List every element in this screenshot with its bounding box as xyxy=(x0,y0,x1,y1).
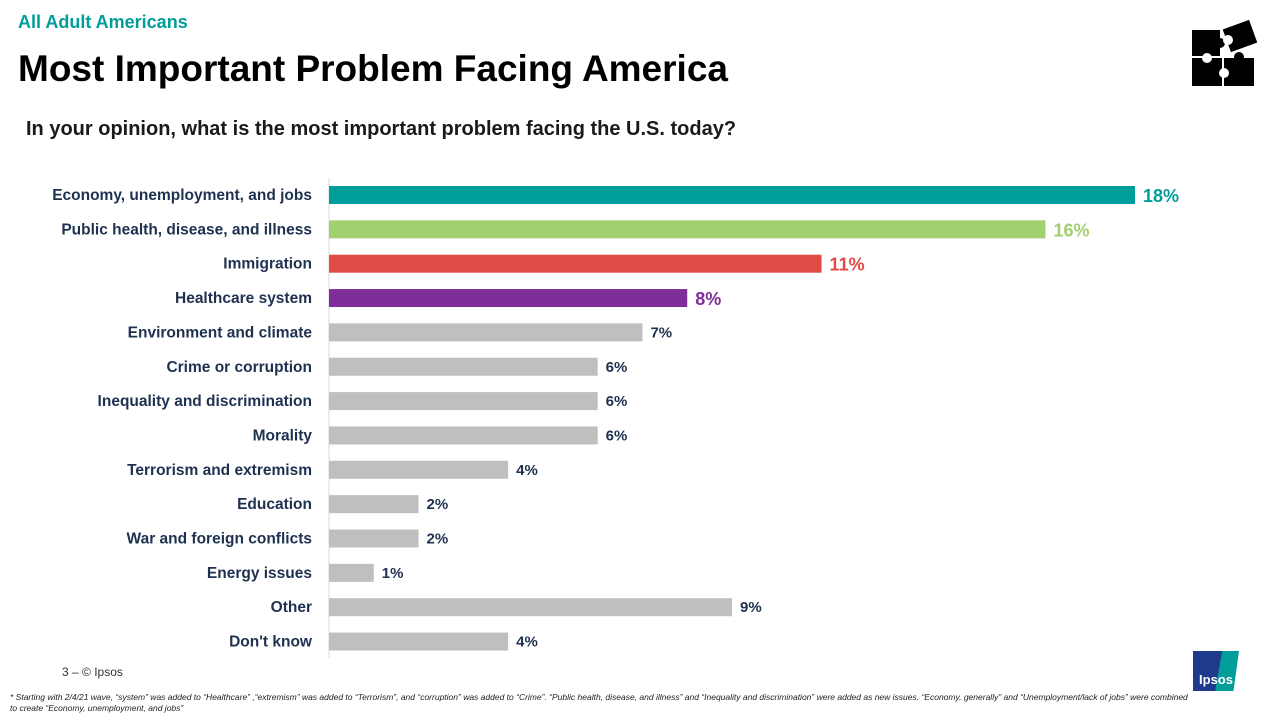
value-label: 16% xyxy=(1053,220,1089,240)
bar xyxy=(329,598,732,617)
value-label: 4% xyxy=(516,634,538,651)
category-label: Inequality and discrimination xyxy=(98,393,312,410)
bar xyxy=(329,357,598,376)
bar-chart: Economy, unemployment, and jobs 18% Public… xyxy=(52,178,1179,658)
category-label: Public health, disease, and illness xyxy=(61,221,312,238)
bar xyxy=(329,186,1135,204)
bar xyxy=(329,426,598,445)
category-label: Economy, unemployment, and jobs xyxy=(52,187,312,204)
bar xyxy=(329,529,419,548)
bar xyxy=(329,495,419,514)
bar xyxy=(329,220,1046,239)
bar xyxy=(329,323,643,342)
ipsos-logo: Ipsos xyxy=(1193,651,1239,691)
category-label: Immigration xyxy=(223,256,312,273)
bar xyxy=(329,460,509,479)
footnote: * Starting with 2/4/21 wave, “system” wa… xyxy=(10,692,1188,713)
category-label: Environment and climate xyxy=(128,324,313,341)
bar xyxy=(329,254,822,273)
question: In your opinion, what is the most import… xyxy=(26,118,737,140)
category-label: Healthcare system xyxy=(175,290,312,307)
value-label: 9% xyxy=(740,599,762,616)
value-label: 4% xyxy=(516,462,538,479)
value-label: 2% xyxy=(427,496,449,513)
bar xyxy=(329,632,509,651)
bar xyxy=(329,563,374,582)
category-label: Other xyxy=(271,599,312,616)
value-label: 6% xyxy=(606,427,628,444)
category-label: Morality xyxy=(253,427,313,444)
puzzle-pieces-icon xyxy=(1192,19,1258,86)
value-label: 11% xyxy=(830,255,865,275)
category-label: Terrorism and extremism xyxy=(127,462,312,479)
category-label: Crime or corruption xyxy=(166,359,312,376)
category-label: War and foreign conflicts xyxy=(127,531,312,548)
value-label: 7% xyxy=(650,324,672,341)
bar xyxy=(329,392,598,411)
value-label: 2% xyxy=(427,531,449,548)
value-label: 18% xyxy=(1143,186,1179,206)
value-label: 6% xyxy=(606,393,628,410)
value-label: 6% xyxy=(606,359,628,376)
category-label: Energy issues xyxy=(207,565,312,582)
bar xyxy=(329,289,688,308)
category-label: Education xyxy=(237,496,312,513)
page-number: 3 – © Ipsos xyxy=(62,665,123,679)
category-label: Don't know xyxy=(229,634,313,651)
supertitle: All Adult Americans xyxy=(18,12,188,32)
value-label: 1% xyxy=(382,565,404,582)
value-label: 8% xyxy=(695,289,721,309)
page-title: Most Important Problem Facing America xyxy=(18,48,728,89)
